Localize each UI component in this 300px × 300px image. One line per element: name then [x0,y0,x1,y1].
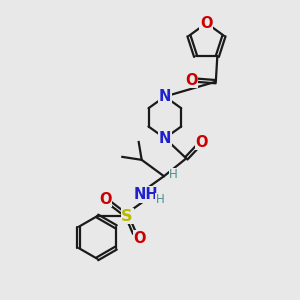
Text: S: S [122,208,133,224]
Text: O: O [195,135,208,150]
Text: NH: NH [133,187,158,202]
Text: N: N [159,89,171,104]
Text: H: H [155,194,164,206]
Text: H: H [169,168,178,181]
Text: N: N [159,131,171,146]
Text: O: O [200,16,213,31]
Text: O: O [99,192,112,207]
Text: O: O [134,231,146,246]
Text: O: O [185,73,197,88]
